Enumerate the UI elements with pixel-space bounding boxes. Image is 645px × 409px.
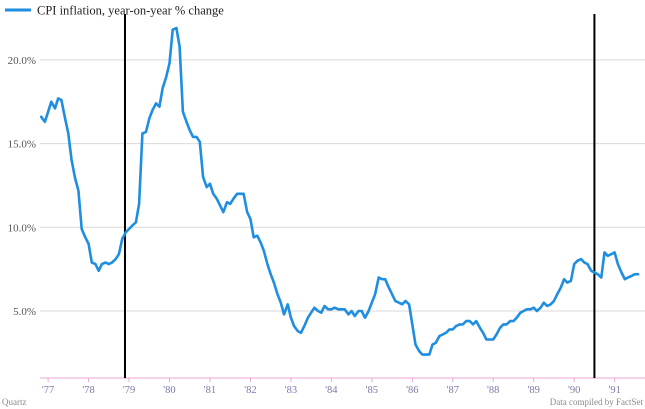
x-tick-label: '87: [447, 385, 459, 396]
x-tick-label: '82: [244, 385, 256, 396]
x-tick-label: '83: [285, 385, 297, 396]
y-tick-label: 5.0%: [13, 306, 36, 318]
source-right: Data compiled by FactSet: [550, 397, 644, 407]
x-axis-ticks: '77 '78 '79 '80 '81 '82 '83 '84 '85 '86 '87 '88 '89 '…: [42, 378, 621, 396]
legend-label: CPI inflation, year-on-year % change: [37, 4, 224, 18]
x-tick-label: '80: [163, 385, 175, 396]
gridlines: [40, 59, 645, 379]
y-tick-label: 20.0%: [8, 55, 36, 67]
source-left: Quartz: [2, 397, 27, 407]
x-tick-label: '85: [366, 385, 378, 396]
series-lines: [39, 26, 640, 356]
x-tick-label: '88: [487, 385, 499, 396]
y-tick-label: 10.0%: [8, 222, 36, 234]
vertical-markers: [123, 14, 596, 378]
x-tick-label: '84: [325, 385, 338, 396]
x-tick-label: '89: [528, 385, 540, 396]
x-tick-label: '90: [568, 385, 580, 396]
y-axis-ticks: 5.0% 10.0% 15.0% 20.0%: [8, 55, 36, 318]
x-tick-label: '91: [608, 385, 620, 396]
y-tick-label: 15.0%: [8, 139, 36, 151]
x-tick-label: '86: [406, 385, 418, 396]
x-tick-label: '81: [204, 385, 216, 396]
series-line: [39, 26, 640, 356]
x-tick-label: '78: [82, 385, 94, 396]
x-tick-label: '79: [123, 385, 135, 396]
legend: CPI inflation, year-on-year % change: [5, 4, 224, 18]
x-tick-label: '77: [42, 385, 54, 396]
